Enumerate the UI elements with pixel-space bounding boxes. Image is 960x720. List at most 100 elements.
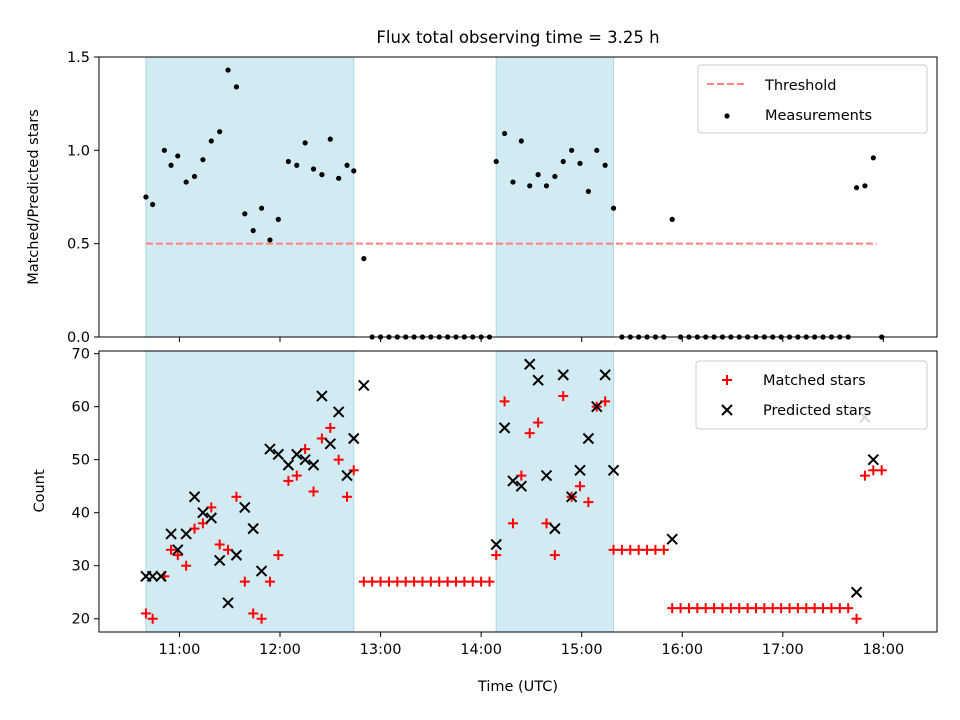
measurement-point bbox=[310, 166, 317, 172]
measurement-point bbox=[344, 162, 350, 168]
matched-legend-swatch bbox=[722, 375, 732, 385]
measurement-point bbox=[602, 162, 608, 168]
matched-star-marker bbox=[524, 428, 535, 439]
y-tick-label: 40 bbox=[72, 506, 90, 522]
shaded-interval bbox=[495, 56, 615, 338]
predicted-star-marker bbox=[607, 464, 620, 476]
matched-star-marker bbox=[214, 539, 225, 550]
measurement-point bbox=[862, 183, 868, 189]
matched-star-marker bbox=[608, 544, 619, 555]
measurement-point bbox=[143, 194, 149, 200]
predicted-legend-swatch bbox=[721, 404, 733, 416]
predicted-star-marker bbox=[565, 491, 578, 503]
measurement-point bbox=[501, 130, 508, 137]
x-tick-label: 13:00 bbox=[360, 642, 402, 658]
matched-star-marker bbox=[239, 576, 250, 587]
bottom-panel: 20 30 40 50 60 70 11:00 12:00 13:00 14:00 15:00 16… bbox=[32, 347, 938, 695]
matched-star-marker bbox=[742, 603, 753, 614]
measurement-point bbox=[258, 205, 265, 211]
matched-star-marker bbox=[801, 603, 812, 614]
matched-star-marker bbox=[843, 603, 854, 614]
matched-star-marker bbox=[248, 608, 259, 619]
measurement-point bbox=[669, 216, 675, 222]
matched-star-marker bbox=[342, 491, 353, 502]
matched-star-marker bbox=[417, 576, 428, 587]
measurement-point bbox=[168, 162, 174, 168]
matched-star-marker bbox=[675, 603, 686, 614]
matched-star-marker bbox=[658, 544, 669, 555]
bottom-y-ticks: 20 30 40 50 60 70 bbox=[72, 347, 99, 628]
matched-star-marker bbox=[291, 470, 302, 481]
predicted-star-marker bbox=[540, 469, 553, 482]
predicted-star-marker bbox=[316, 390, 328, 402]
predicted-star-marker bbox=[524, 358, 536, 370]
matched-star-marker bbox=[625, 544, 636, 555]
matched-star-marker bbox=[667, 603, 678, 614]
matched-star-marker bbox=[859, 470, 870, 481]
measurement-point bbox=[217, 129, 223, 135]
measurement-point bbox=[336, 175, 342, 181]
matched-star-marker bbox=[467, 576, 478, 587]
y-tick-label: 20 bbox=[72, 612, 90, 628]
legend-box bbox=[695, 360, 928, 430]
matched-star-marker bbox=[484, 576, 495, 587]
matched-star-marker bbox=[826, 603, 837, 614]
measurements-legend-swatch bbox=[724, 113, 730, 119]
measurement-point bbox=[870, 155, 876, 161]
matched-star-marker bbox=[750, 603, 761, 614]
predicted-star-marker bbox=[264, 443, 276, 455]
predicted-star-marker bbox=[197, 507, 209, 519]
y-tick-label: 1.0 bbox=[67, 143, 90, 159]
count-points bbox=[140, 358, 887, 624]
matched-star-marker bbox=[147, 613, 158, 624]
predicted-star-marker bbox=[341, 469, 353, 482]
matched-legend-label: Matched stars bbox=[763, 373, 866, 389]
matched-star-marker bbox=[197, 518, 208, 529]
bottom-shaded-regions bbox=[145, 350, 615, 633]
matched-star-marker bbox=[166, 544, 177, 555]
measurements-legend-label: Measurements bbox=[765, 108, 872, 124]
top-y-ticks: 0.0 0.5 1.0 1.5 bbox=[67, 50, 99, 346]
matched-star-marker bbox=[273, 550, 284, 561]
measurement-point bbox=[361, 256, 367, 262]
bottom-y-axis-label: Count bbox=[32, 469, 48, 512]
measurement-point bbox=[327, 136, 333, 142]
matched-star-marker bbox=[491, 550, 502, 561]
top-axes-frame bbox=[98, 56, 938, 338]
x-axis-label: Time (UTC) bbox=[477, 679, 558, 695]
bottom-axes-frame bbox=[98, 350, 938, 633]
matched-star-marker bbox=[181, 560, 192, 571]
measurement-point bbox=[577, 160, 583, 166]
matched-star-marker bbox=[767, 603, 778, 614]
x-tick-label: 18:00 bbox=[862, 642, 904, 658]
matched-star-marker bbox=[325, 422, 336, 433]
matched-star-marker bbox=[189, 523, 200, 534]
predicted-star-marker bbox=[165, 528, 177, 540]
measurement-point bbox=[585, 188, 591, 194]
x-tick-label: 11:00 bbox=[159, 642, 201, 658]
predicted-star-marker bbox=[557, 369, 569, 381]
measurement-point bbox=[250, 228, 256, 234]
matched-star-marker bbox=[333, 454, 344, 465]
x-tick-label: 15:00 bbox=[561, 642, 603, 658]
matched-star-marker bbox=[876, 465, 887, 476]
measurement-point bbox=[552, 173, 558, 180]
threshold-legend-label: Threshold bbox=[764, 78, 836, 94]
measurement-point bbox=[569, 147, 575, 153]
y-tick-label: 60 bbox=[72, 400, 90, 416]
matched-star-marker bbox=[616, 544, 627, 555]
matched-star-marker bbox=[868, 465, 879, 476]
matched-star-marker bbox=[541, 518, 552, 529]
predicted-star-marker bbox=[324, 438, 336, 450]
matched-star-marker bbox=[231, 491, 242, 502]
matched-star-marker bbox=[316, 433, 327, 444]
matched-star-marker bbox=[834, 603, 845, 614]
matched-star-marker bbox=[367, 576, 378, 587]
predicted-star-marker bbox=[155, 570, 167, 583]
matched-star-marker bbox=[533, 417, 544, 428]
shaded-interval bbox=[145, 56, 355, 338]
matched-star-marker bbox=[558, 391, 569, 402]
matched-star-marker bbox=[642, 544, 653, 555]
top-x-ticks bbox=[178, 337, 884, 342]
x-tick-label: 17:00 bbox=[762, 642, 804, 658]
